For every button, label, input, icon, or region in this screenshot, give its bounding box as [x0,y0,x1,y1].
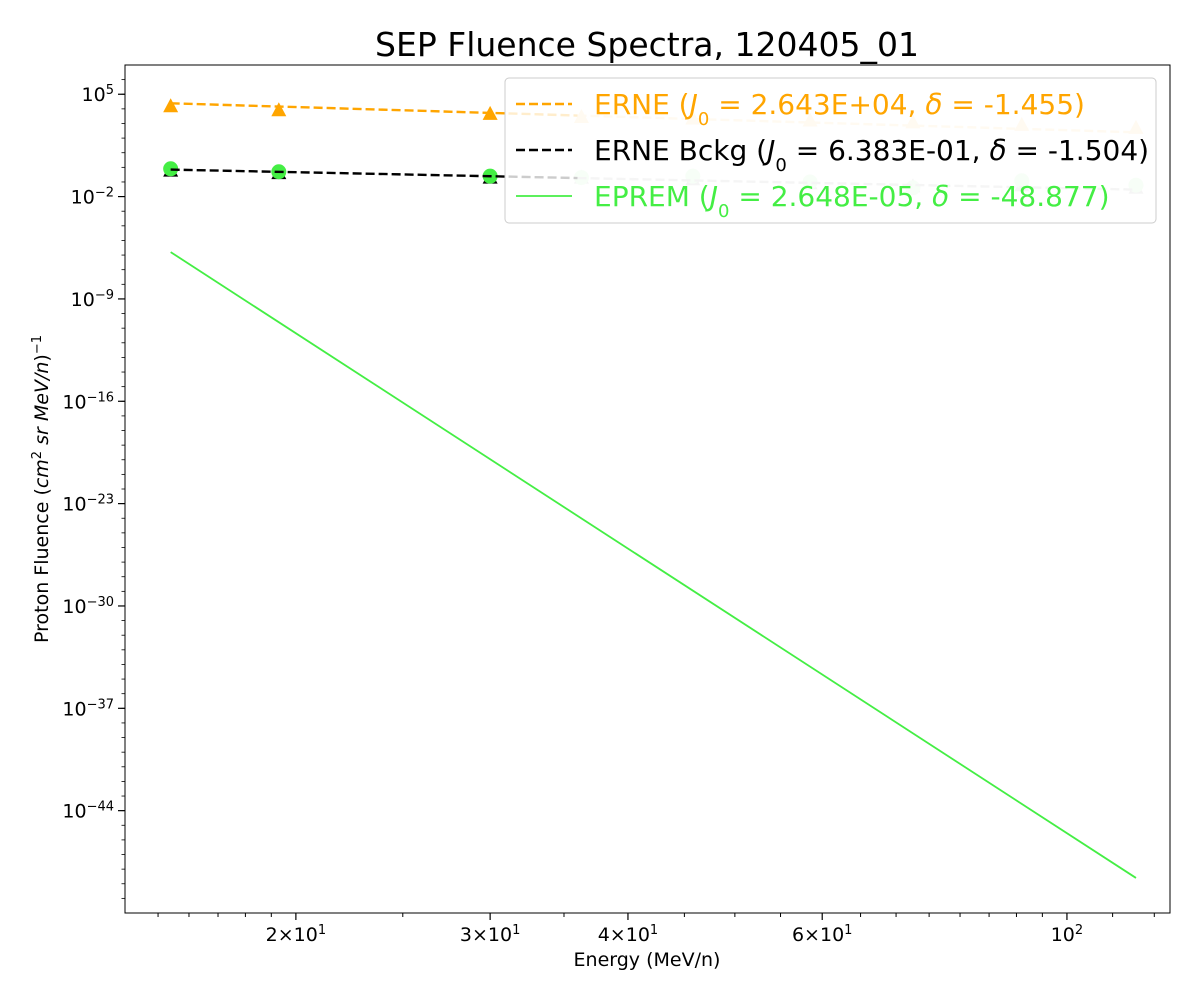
y-tick-label-exp: −44 [87,799,114,814]
legend-label-delta: δ [989,134,1006,167]
y-tick-label-base: 10 [62,391,86,413]
y-axis-label-suffix: ) [31,354,53,361]
y-axis-label: Proton Fluence (cm2 sr MeV/n)−1 [30,335,54,643]
x-tick-label-exp: 1 [844,923,852,938]
y-tick-label-exp: −2 [95,185,114,200]
y-tick-label-exp: −30 [87,594,114,609]
y-tick-label-base: 10 [71,187,95,209]
x-tick-label-base: 4×10 [598,924,650,946]
legend-label-part: ERNE ( [594,88,690,121]
y-tick-label-base: 10 [82,84,106,106]
legend-label-part: = -1.504) [1007,134,1149,167]
legend-label-sub: 0 [775,155,786,176]
y-tick-label-base: 10 [62,494,86,516]
x-tick-label: 2×101 [266,923,326,947]
legend-label-part: = 2.643E+04, [709,88,925,121]
y-tick-label-exp: −9 [95,287,114,302]
legend-label-sub: 0 [718,201,729,222]
y-tick-label-exp: −16 [87,390,114,405]
legend-label-delta: δ [925,88,942,121]
x-tick-label-exp: 1 [318,923,326,938]
x-tick-label: 6×101 [792,923,852,947]
legend-label-part: = 2.648E-05, [729,180,932,213]
y-tick-label: 10−44 [62,799,114,823]
legend-label: ERNE Bckg (J0 = 6.383E-01, δ = -1.504) [594,134,1149,176]
y-axis-label-cm: cm [31,459,53,488]
y-axis-label-prefix: Proton Fluence ( [31,488,53,643]
x-tick-label: 4×101 [598,923,658,947]
y-tick-label: 10−30 [62,594,114,618]
series-point [271,102,287,117]
legend-label-part: = 6.383E-01, [787,134,990,167]
legend-label: EPREM (J0 = 2.648E-05, δ = -48.877) [594,180,1110,222]
series-fit-line [170,251,1137,879]
legend-label-part: = -48.877) [949,180,1109,213]
x-axis-label: Energy (MeV/n) [574,949,721,971]
y-tick-label-exp: 5 [106,83,114,98]
legend-label-delta: δ [932,180,949,213]
legend-label-sub: 0 [698,109,709,130]
y-axis-label-rest: sr MeV/n [31,362,53,451]
y-tick-label: 10−9 [71,287,114,311]
x-tick-label: 3×101 [460,923,520,947]
x-tick-label-exp: 1 [512,923,520,938]
x-tick-label-base: 3×10 [460,924,512,946]
y-tick-label-base: 10 [62,801,86,823]
y-tick-label: 10−23 [62,492,114,516]
y-tick-label-base: 10 [71,289,95,311]
x-tick-label-base: 2×10 [266,924,318,946]
legend-box [504,77,1157,224]
legend-label-part: = -1.455) [942,88,1084,121]
legend-label: ERNE (J0 = 2.643E+04, δ = -1.455) [594,88,1085,130]
chart-title: SEP Fluence Spectra, 120405_01 [375,25,919,64]
x-tick-label: 102 [1051,923,1083,947]
legend-label-part: ERNE Bckg ( [594,134,767,167]
x-tick-label-base: 10 [1051,924,1075,946]
legend: ERNE (J0 = 2.643E+04, δ = -1.455)ERNE Bc… [504,77,1157,224]
series-point [163,161,179,177]
series-point [163,98,179,113]
legend-label-part: EPREM ( [594,180,710,213]
y-tick-label-base: 10 [62,698,86,720]
y-tick-label: 10−37 [62,697,114,721]
x-axis-ticks: 2×101 3×101 4×101 6×101 102 [157,913,1155,947]
y-tick-label: 105 [82,83,114,107]
y-tick-label: 10−16 [62,390,114,414]
y-tick-label-exp: −37 [87,697,114,712]
x-tick-label-base: 6×10 [792,924,844,946]
x-tick-label-exp: 2 [1075,923,1083,938]
y-tick-label-base: 10 [62,596,86,618]
x-tick-label-exp: 1 [650,923,658,938]
y-tick-label: 10−2 [71,185,114,209]
y-tick-label-exp: −23 [87,492,114,507]
y-axis-label-cm-exp: 2 [30,451,45,459]
y-axis-label-exp: −1 [30,335,45,354]
